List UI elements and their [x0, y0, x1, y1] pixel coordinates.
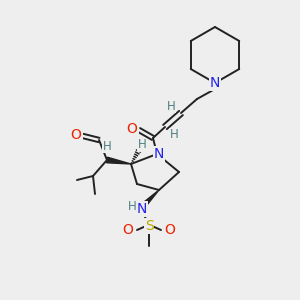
Text: N: N	[154, 147, 164, 161]
Text: S: S	[145, 219, 153, 233]
Polygon shape	[106, 157, 131, 164]
Text: O: O	[123, 223, 134, 237]
Polygon shape	[139, 190, 159, 210]
Text: O: O	[165, 223, 176, 237]
Text: H: H	[167, 100, 176, 112]
Text: O: O	[127, 122, 137, 136]
Text: H: H	[169, 128, 178, 142]
Text: O: O	[70, 128, 81, 142]
Text: N: N	[210, 76, 220, 90]
Text: N: N	[137, 202, 147, 216]
Text: H: H	[103, 140, 111, 152]
Text: H: H	[128, 200, 136, 214]
Text: H: H	[138, 139, 146, 152]
